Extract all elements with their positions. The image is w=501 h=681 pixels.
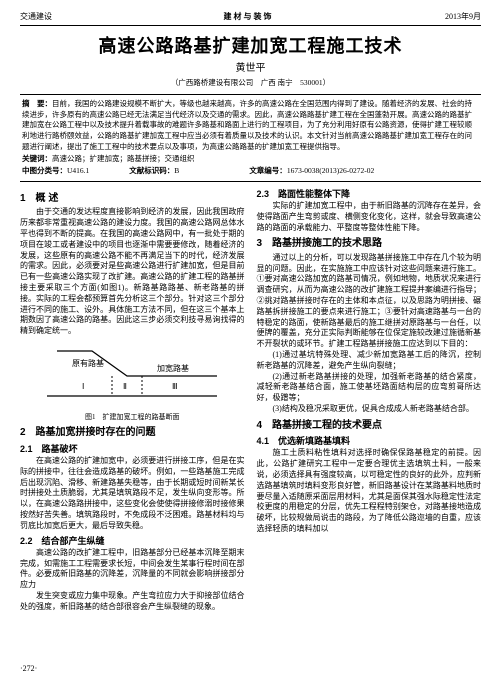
keywords: 高速公路；扩建加宽；路基拼接；交通组织 — [52, 154, 195, 163]
section-2-1-para: 在高速公路的扩建加宽中，必须要进行拼接工序，但是在实际的拼接中，往往会造成路基的… — [20, 456, 245, 532]
title-block: 高速公路路基扩建加宽工程施工技术 黄世平 （广西路桥建设有限公司 广西 南宁 5… — [20, 34, 481, 88]
section-4-1-title: 4.1 优选新填路基填料 — [257, 435, 482, 447]
section-3-title: 3 路基拼接施工的技术思路 — [257, 237, 482, 251]
docid: B — [174, 166, 179, 175]
artno: 1673-0038(2013)26-0272-02 — [287, 166, 375, 175]
clc-label: 中图分类号： — [22, 166, 67, 175]
section-1-title: 1 概 述 — [20, 192, 245, 206]
author-name: 黄世平 — [20, 62, 481, 76]
header-right: 2013年9月 — [445, 12, 481, 23]
artno-label: 文章编号： — [249, 166, 287, 175]
fig1-new-label: 加宽路基 — [157, 363, 189, 373]
fig1-old-label: 原有路基 — [72, 358, 104, 368]
section-2-2-para: 高速公路的改扩建工程中，旧路基部分已经基本沉降至期末完成，如需施工工程需要求长短… — [20, 548, 245, 591]
article-title: 高速公路路基扩建加宽工程施工技术 — [20, 34, 481, 58]
section-2-3-para: 实际的扩建加宽工程中，由于新旧路基的沉降存在差异，会使得路面产生弯剪或度、横侧变… — [257, 201, 482, 233]
section-2-3-title: 2.3 路面性能整体下降 — [257, 188, 482, 200]
header-bar: 交通建设 建材与装饰 2013年9月 — [20, 12, 481, 26]
clc: U416.1 — [67, 166, 89, 175]
figure-1-caption: 图1 扩建加宽工程的路基断面 — [20, 413, 245, 422]
header-left: 交通建设 — [20, 12, 52, 23]
section-2-title: 2 路基加宽拼接时存在的问题 — [20, 426, 245, 440]
section-1-para: 由于交通的发达程度直接影响到经济的发展，因此我国政府历来都非常重视高速公路的建设… — [20, 207, 245, 337]
right-col-continuation: 发生突变或应力集中现象。产生弯拉应力大于抑接部位结合处的强度，新旧路基的结合部很… — [20, 591, 245, 613]
keywords-label: 关键词： — [22, 154, 52, 163]
fig1-region-3: Ⅲ — [172, 382, 178, 391]
section-3-para-3: (2)通过新老路基拼接的处理，加强新老路基的结合紧度，减轻新老路基结合面，施工使… — [257, 372, 482, 404]
abstract-block: 摘 要：目前，我国的公路建设规模不断扩大，等级也越来越高，许多的高速公路在全国范… — [20, 94, 481, 182]
figure-1-svg: 原有路基 加宽路基 Ⅰ Ⅱ Ⅲ — [47, 341, 217, 411]
fig1-region-1: Ⅰ — [82, 382, 84, 391]
section-3-para-4: (3)结构及稳况采取更优，促具合成成人新老路基结合部。 — [257, 404, 482, 415]
docid-label: 文献标识码： — [129, 166, 174, 175]
abstract-text: 目前，我国的公路建设规模不断扩大，等级也越来越高，许多的高速公路在全国范围内得到… — [22, 99, 472, 152]
section-4-title: 4 路基拼接工程的技术要点 — [257, 419, 482, 433]
section-2-1-title: 2.1 路基破坏 — [20, 443, 245, 455]
body-columns: 1 概 述 由于交通的发达程度直接影响到经济的发展，因此我国政府历来都非常重视高… — [20, 188, 481, 626]
affiliation: （广西路桥建设有限公司 广西 南宁 530001） — [20, 78, 481, 88]
fig1-region-2: Ⅱ — [123, 382, 127, 391]
section-3-para-1: 通过以上的分析，可以发现路基拼接施工中存在几个较为明显的问题。因此，在实施施工中… — [257, 253, 482, 350]
section-4-1-para: 施工土质料粘性填料对选择时确保保路基稳定的前提。因此，公路扩建研究工程中一定要合… — [257, 448, 482, 534]
page-number: ·272· — [20, 664, 37, 675]
header-center: 建材与装饰 — [224, 12, 274, 23]
abstract-label: 摘 要： — [22, 99, 52, 108]
section-2-2-title: 2.2 结合部产生纵缝 — [20, 535, 245, 547]
figure-1: 原有路基 加宽路基 Ⅰ Ⅱ Ⅲ 图1 扩建加宽工程的路基断面 — [20, 341, 245, 422]
section-3-para-2: (1)通过基坑特殊处理、减少新加宽路基工后的降沉，控制新老路基的沉降差，避免产生… — [257, 350, 482, 372]
